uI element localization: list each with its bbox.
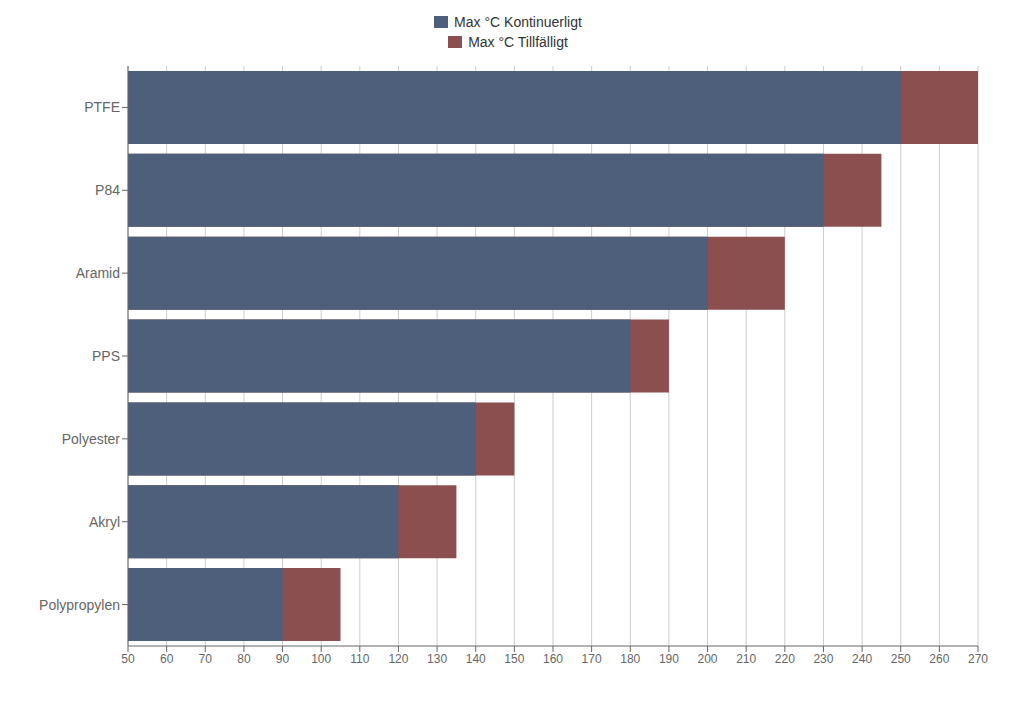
svg-text:210: 210 [736, 652, 756, 666]
svg-text:Polyester: Polyester [62, 431, 121, 447]
svg-text:260: 260 [929, 652, 949, 666]
svg-text:Akryl: Akryl [89, 514, 120, 530]
svg-text:100: 100 [311, 652, 331, 666]
svg-text:190: 190 [659, 652, 679, 666]
svg-text:250: 250 [891, 652, 911, 666]
html-text:Max °C Kontinuerligt: Max °C Kontinuerligt [454, 14, 582, 30]
svg-text:270: 270 [968, 652, 988, 666]
svg-text:170: 170 [582, 652, 602, 666]
svg-text:PTFE: PTFE [84, 99, 120, 115]
svg-text:140: 140 [466, 652, 486, 666]
svg-text:240: 240 [852, 652, 872, 666]
svg-text:P84: P84 [95, 182, 120, 198]
svg-text:180: 180 [620, 652, 640, 666]
html-text:Max °C Tillfälligt: Max °C Tillfälligt [468, 34, 568, 50]
svg-text:160: 160 [543, 652, 563, 666]
svg-text:220: 220 [775, 652, 795, 666]
svg-text:Aramid: Aramid [76, 265, 120, 281]
svg-text:60: 60 [160, 652, 174, 666]
svg-text:200: 200 [698, 652, 718, 666]
svg-text:Polypropylen: Polypropylen [39, 597, 120, 613]
svg-text:120: 120 [388, 652, 408, 666]
svg-text:110: 110 [350, 652, 369, 666]
svg-text:70: 70 [199, 652, 213, 666]
svg-text:230: 230 [813, 652, 833, 666]
svg-text:PPS: PPS [92, 348, 120, 364]
svg-text:150: 150 [504, 652, 524, 666]
svg-text:80: 80 [237, 652, 251, 666]
svg-text:50: 50 [121, 652, 135, 666]
svg-text:90: 90 [276, 652, 290, 666]
svg-text:130: 130 [427, 652, 447, 666]
